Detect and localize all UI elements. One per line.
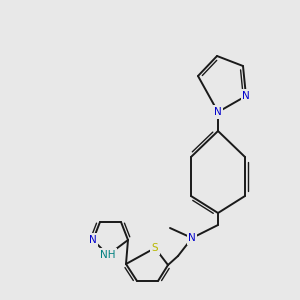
Text: N: N [214,107,222,117]
Text: N: N [242,91,250,101]
Text: N: N [188,233,196,243]
Text: N: N [89,235,97,245]
Text: NH: NH [100,250,116,260]
Text: S: S [152,243,158,253]
